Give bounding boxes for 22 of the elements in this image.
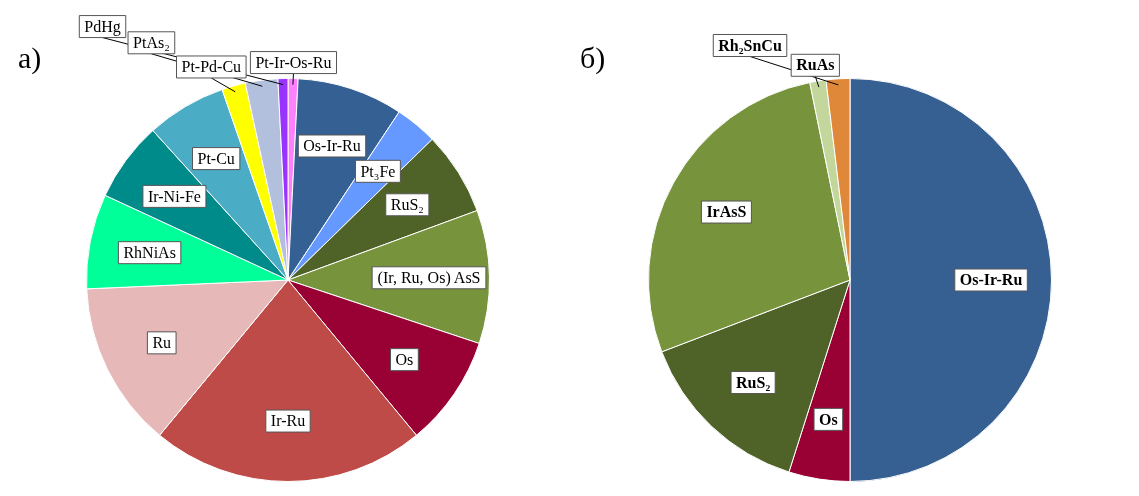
slice-label: Pt₃Fe	[360, 162, 396, 180]
slice-label: RuS₂	[736, 373, 771, 391]
slice-label: IrAsS	[706, 203, 747, 221]
chart-title: б)	[580, 40, 606, 75]
slice-label: RhNiAs	[123, 243, 176, 261]
slice-label: Pt-Pd-Cu	[181, 58, 242, 76]
slice-label: Pt-Cu	[197, 149, 235, 167]
slice-label: Ru	[152, 334, 172, 352]
slice-label: PdHg	[84, 17, 121, 36]
slice-label: Pt-Ir-Os-Ru	[255, 53, 332, 71]
slice-label: Rh₂SnCu	[718, 36, 782, 54]
text: а)	[18, 40, 42, 75]
slice-label: (Ir, Ru, Os) AsS	[377, 268, 481, 287]
slice-label: RuS₂	[390, 196, 424, 213]
slice-label: Os	[819, 410, 838, 428]
slice-label: RuAs	[796, 56, 835, 74]
slice-label: Os-Ir-Ru	[959, 271, 1023, 289]
slice-label: Os-Ir-Ru	[303, 137, 361, 155]
slice-label: PtAs₂	[133, 33, 170, 51]
slice-label: Os	[395, 350, 414, 368]
slice-label: Ir-Ru	[270, 412, 306, 430]
slice-label: Ir-Ni-Fe	[147, 187, 201, 205]
